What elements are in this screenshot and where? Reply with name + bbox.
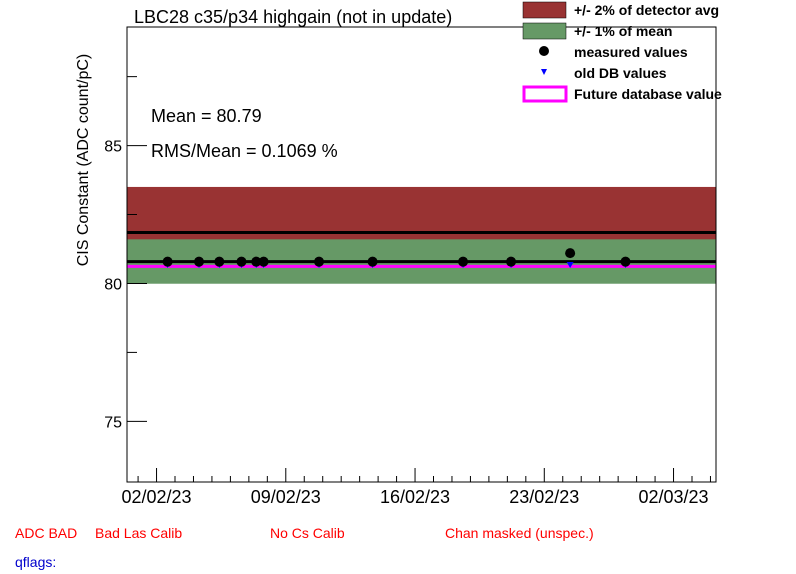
legend-label-detector-avg: +/- 2% of detector avg xyxy=(574,2,719,18)
measured-point xyxy=(314,257,324,267)
mean-annotation: Mean = 80.79 xyxy=(151,106,262,126)
y-tick-label: 75 xyxy=(104,414,122,431)
measured-point xyxy=(621,257,631,267)
measured-point xyxy=(259,257,269,267)
measured-point xyxy=(194,257,204,267)
x-tick-label: 16/02/23 xyxy=(380,487,450,507)
adc-bad-flag: ADC BAD xyxy=(15,525,77,541)
legend-marker-measured xyxy=(539,46,549,56)
measured-point xyxy=(506,257,516,267)
qflags-label: qflags: xyxy=(15,554,56,570)
legend-label-measured: measured values xyxy=(574,44,688,60)
legend-label-future-db: Future database value xyxy=(574,86,722,102)
legend: +/- 2% of detector avg +/- 1% of mean me… xyxy=(523,2,722,102)
legend-marker-old-db xyxy=(541,69,547,75)
legend-swatch-detector-avg xyxy=(523,2,566,18)
x-tick-label: 09/02/23 xyxy=(251,487,321,507)
measured-point xyxy=(458,257,468,267)
legend-swatch-future-db xyxy=(524,87,566,101)
chan-masked-flag: Chan masked (unspec.) xyxy=(445,525,594,541)
measured-point xyxy=(214,257,224,267)
chart-title: LBC28 c35/p34 highgain (not in update) xyxy=(134,7,452,27)
x-tick-label: 02/02/23 xyxy=(122,487,192,507)
y-tick-label: 80 xyxy=(104,276,122,293)
legend-label-mean-band: +/- 1% of mean xyxy=(574,23,672,39)
y-tick-label: 85 xyxy=(104,139,122,156)
y-axis-label: CIS Constant (ADC count/pC) xyxy=(75,54,92,267)
measured-point xyxy=(236,257,246,267)
measured-point xyxy=(368,257,378,267)
legend-label-old-db: old DB values xyxy=(574,65,667,81)
x-tick-label: 23/02/23 xyxy=(509,487,579,507)
no-cs-calib-flag: No Cs Calib xyxy=(270,525,345,541)
measured-point xyxy=(565,248,575,258)
bad-las-calib-flag: Bad Las Calib xyxy=(95,525,182,541)
measured-point xyxy=(163,257,173,267)
bands-layer xyxy=(127,187,716,284)
x-tick-label: 02/03/23 xyxy=(638,487,708,507)
legend-swatch-mean-band xyxy=(523,23,566,39)
rms-annotation: RMS/Mean = 0.1069 % xyxy=(151,141,338,161)
